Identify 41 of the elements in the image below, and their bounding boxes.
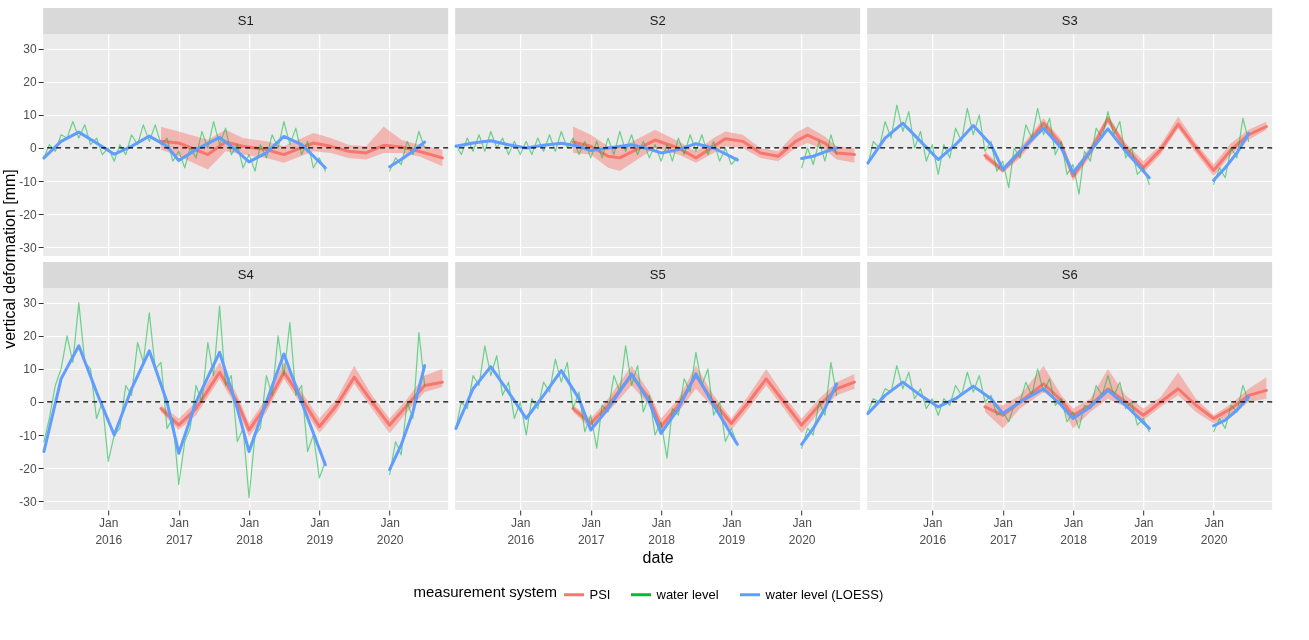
legend-label: PSI	[589, 586, 611, 602]
x-tick-label: Jan 2017	[165, 515, 193, 547]
x-tick-label: Jan 2019	[306, 515, 334, 547]
y-tick-label: -20	[19, 461, 37, 476]
y-tick-label: -30	[19, 240, 37, 255]
x-tick-label: Jan 2016	[507, 515, 535, 547]
x-tick-label: Jan 2017	[577, 515, 605, 547]
legend-label: water level	[655, 586, 719, 602]
x-tick-label: Jan 2020	[376, 515, 404, 547]
x-tick-label: Jan 2020	[1200, 515, 1228, 547]
y-tick-label: 20	[23, 329, 37, 344]
legend-title: measurement system	[413, 583, 557, 600]
x-tick-label: Jan 2018	[236, 515, 264, 547]
x-tick-label: Jan 2019	[718, 515, 746, 547]
x-tick-label: Jan 2019	[1130, 515, 1158, 547]
y-tick-label: 10	[23, 108, 37, 123]
x-tick-label: Jan 2018	[648, 515, 676, 547]
y-tick-label: 20	[23, 75, 37, 90]
y-tick-label: 0	[29, 395, 37, 410]
x-tick-label: Jan 2016	[919, 515, 947, 547]
x-axis-title: date	[642, 548, 674, 566]
chart-title: S6	[1061, 267, 1078, 282]
x-tick-label: Jan 2016	[95, 515, 123, 547]
chart-title: S2	[649, 13, 666, 28]
chart-title: S5	[649, 267, 666, 282]
chart-title: S1	[237, 13, 254, 28]
y-tick-label: 0	[29, 141, 37, 156]
y-tick-label: -30	[19, 494, 37, 509]
chart-title: S4	[237, 267, 254, 282]
y-tick-label: 30	[23, 296, 37, 311]
y-tick-label: -10	[19, 428, 37, 443]
legend-label: water level (LOESS)	[764, 586, 884, 602]
y-axis-title: vertical deformation [mm]	[1, 169, 19, 349]
chart-title: S3	[1061, 13, 1078, 28]
y-tick-label: 10	[23, 362, 37, 377]
x-tick-label: Jan 2017	[989, 515, 1017, 547]
x-tick-label: Jan 2020	[788, 515, 816, 547]
y-tick-label: -10	[19, 174, 37, 189]
y-tick-label: 30	[23, 42, 37, 57]
y-tick-label: -20	[19, 207, 37, 222]
x-tick-label: Jan 2018	[1060, 515, 1088, 547]
